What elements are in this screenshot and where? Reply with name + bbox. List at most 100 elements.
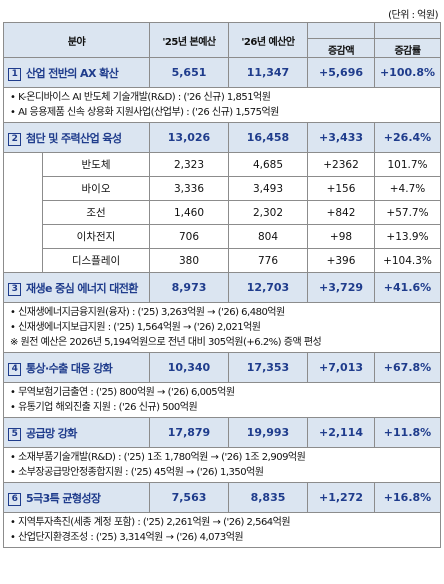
category-change-rate: +67.8%	[374, 352, 441, 383]
header-row: 분야 '25년 본예산 '26년 예산안 증감액 증감률	[3, 22, 441, 58]
category-change-rate: +11.8%	[374, 417, 441, 448]
detail-line: • K-온디바이스 AI 반도체 기술개발(R&D) : ('26 신규) 1,…	[10, 92, 271, 103]
detail-line: • 유통기업 해외진출 지원 : ('26 신규) 500억원	[10, 402, 198, 413]
sub-change-amount: +156	[307, 176, 375, 201]
detail-line: • AI 응용제품 신속 상용화 지원사업(산업부) : ('26 신규) 1,…	[10, 107, 279, 118]
header-change: 증감액	[307, 22, 375, 58]
sub-name: 바이오	[42, 176, 150, 201]
sub-change-rate: +57.7%	[374, 200, 441, 225]
category-label: 5극3특 균형성장	[26, 491, 101, 505]
category-row: 4 통상·수출 대응 강화 10,340 17,353 +7,013 +67.8%	[3, 352, 441, 383]
category-name: 3 재생e 중심 에너지 대전환	[3, 272, 150, 303]
detail-line: • 지역투자촉진(세종 계정 포함) : ('25) 2,261억원 → ('2…	[10, 517, 291, 528]
category-name: 2 첨단 및 주력산업 육성	[3, 122, 150, 153]
sub-value-2025: 380	[149, 248, 229, 273]
category-row: 1 산업 전반의 AX 확산 5,651 11,347 +5,696 +100.8%	[3, 57, 441, 88]
sub-row: 디스플레이 380 776 +396 +104.3%	[3, 248, 441, 273]
category-name: 4 통상·수출 대응 강화	[3, 352, 150, 383]
unit-label: (단위 : 억원)	[388, 10, 438, 21]
sub-value-2026: 804	[228, 224, 308, 249]
detail-line: • 신재생에너지보급지원 : ('25) 1,564억원 → ('26) 2,0…	[10, 322, 261, 333]
sub-value-2025: 2,323	[149, 152, 229, 177]
detail-row: • 소재부품기술개발(R&D) : ('25) 1조 1,780억원 → ('2…	[3, 447, 441, 483]
category-label: 산업 전반의 AX 확산	[26, 66, 119, 80]
indent-cell	[3, 176, 43, 201]
sub-value-2026: 3,493	[228, 176, 308, 201]
header-rate: 증감률	[374, 22, 441, 58]
detail-line: ※ 원전 예산은 2026년 5,194억원으로 전년 대비 305억원(+6.…	[10, 337, 322, 348]
sub-change-amount: +396	[307, 248, 375, 273]
detail-line: • 산업단지환경조성 : ('25) 3,314억원 → ('26) 4,073…	[10, 532, 244, 543]
sub-name: 반도체	[42, 152, 150, 177]
category-change-rate: +100.8%	[374, 57, 441, 88]
category-change-rate: +26.4%	[374, 122, 441, 153]
category-number-box: 3	[8, 282, 21, 296]
category-name: 6 5극3특 균형성장	[3, 482, 150, 513]
category-value-2025: 7,563	[149, 482, 229, 513]
detail-row: • 신재생에너지금융지원(융자) : ('25) 3,263억원 → ('26)…	[3, 302, 441, 353]
category-value-2025: 13,026	[149, 122, 229, 153]
detail-line: • 신재생에너지금융지원(융자) : ('25) 3,263억원 → ('26)…	[10, 307, 285, 318]
indent-cell	[3, 200, 43, 225]
category-number-box: 2	[8, 132, 21, 146]
category-change-amount: +3,729	[307, 272, 375, 303]
category-label: 통상·수출 대응 강화	[26, 361, 113, 375]
indent-cell	[3, 224, 43, 249]
sub-change-rate: +13.9%	[374, 224, 441, 249]
category-value-2025: 8,973	[149, 272, 229, 303]
sub-value-2026: 4,685	[228, 152, 308, 177]
header-budget-2026: '26년 예산안	[228, 22, 308, 58]
category-row: 5 공급망 강화 17,879 19,993 +2,114 +11.8%	[3, 417, 441, 448]
category-row: 3 재생e 중심 에너지 대전환 8,973 12,703 +3,729 +41.6%	[3, 272, 441, 303]
sub-name: 이차전지	[42, 224, 150, 249]
detail-row: • 지역투자촉진(세종 계정 포함) : ('25) 2,261억원 → ('2…	[3, 512, 441, 548]
category-change-amount: +5,696	[307, 57, 375, 88]
header-budget-2025: '25년 본예산	[149, 22, 229, 58]
category-value-2025: 10,340	[149, 352, 229, 383]
sub-change-amount: +98	[307, 224, 375, 249]
sub-change-amount: +842	[307, 200, 375, 225]
category-label: 첨단 및 주력산업 육성	[26, 131, 122, 145]
sub-row: 이차전지 706 804 +98 +13.9%	[3, 224, 441, 249]
detail-row: • K-온디바이스 AI 반도체 기술개발(R&D) : ('26 신규) 1,…	[3, 87, 441, 123]
category-number-box: 4	[8, 362, 21, 376]
sub-change-amount: +2362	[307, 152, 375, 177]
category-change-rate: +16.8%	[374, 482, 441, 513]
indent-cell	[3, 152, 43, 177]
detail-row: • 무역보험기금출연 : ('25) 800억원 → ('26) 6,005억원…	[3, 382, 441, 418]
detail-line: • 소부장공급망안정종합지원 : ('25) 45억원 → ('26) 1,35…	[10, 467, 264, 478]
sub-row: 반도체 2,323 4,685 +2362 101.7%	[3, 152, 441, 177]
category-value-2025: 5,651	[149, 57, 229, 88]
category-change-amount: +1,272	[307, 482, 375, 513]
detail-line: • 무역보험기금출연 : ('25) 800억원 → ('26) 6,005억원	[10, 387, 235, 398]
sub-change-rate: +104.3%	[374, 248, 441, 273]
detail-cell: • 소재부품기술개발(R&D) : ('25) 1조 1,780억원 → ('2…	[3, 447, 441, 483]
category-number-box: 1	[8, 67, 21, 81]
detail-line: • 소재부품기술개발(R&D) : ('25) 1조 1,780억원 → ('2…	[10, 452, 306, 463]
sub-value-2026: 2,302	[228, 200, 308, 225]
sub-row: 바이오 3,336 3,493 +156 +4.7%	[3, 176, 441, 201]
sub-value-2025: 706	[149, 224, 229, 249]
category-label: 재생e 중심 에너지 대전환	[26, 281, 138, 295]
category-value-2026: 11,347	[228, 57, 308, 88]
sub-change-rate: 101.7%	[374, 152, 441, 177]
category-number-box: 5	[8, 427, 21, 441]
category-value-2026: 12,703	[228, 272, 308, 303]
category-number-box: 6	[8, 492, 21, 506]
category-name: 1 산업 전반의 AX 확산	[3, 57, 150, 88]
category-value-2026: 19,993	[228, 417, 308, 448]
sub-value-2025: 1,460	[149, 200, 229, 225]
category-row: 6 5극3특 균형성장 7,563 8,835 +1,272 +16.8%	[3, 482, 441, 513]
budget-table: 분야 '25년 본예산 '26년 예산안 증감액 증감률 1 산업 전반의 AX …	[3, 22, 441, 548]
table-body: 1 산업 전반의 AX 확산 5,651 11,347 +5,696 +100.8% • K…	[3, 57, 441, 548]
sub-change-rate: +4.7%	[374, 176, 441, 201]
sub-name: 디스플레이	[42, 248, 150, 273]
detail-cell: • 지역투자촉진(세종 계정 포함) : ('25) 2,261억원 → ('2…	[3, 512, 441, 548]
indent-cell	[3, 248, 43, 273]
category-value-2025: 17,879	[149, 417, 229, 448]
category-name: 5 공급망 강화	[3, 417, 150, 448]
detail-cell: • 무역보험기금출연 : ('25) 800억원 → ('26) 6,005억원…	[3, 382, 441, 418]
detail-cell: • K-온디바이스 AI 반도체 기술개발(R&D) : ('26 신규) 1,…	[3, 87, 441, 123]
category-value-2026: 16,458	[228, 122, 308, 153]
category-change-amount: +3,433	[307, 122, 375, 153]
